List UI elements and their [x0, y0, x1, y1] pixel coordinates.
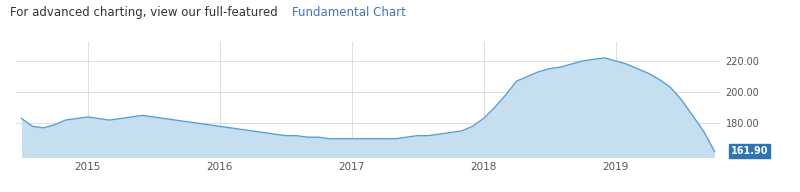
Text: 161.90: 161.90	[731, 146, 769, 156]
Text: Fundamental Chart: Fundamental Chart	[292, 6, 406, 19]
Text: For advanced charting, view our full-featured: For advanced charting, view our full-fea…	[10, 6, 281, 19]
